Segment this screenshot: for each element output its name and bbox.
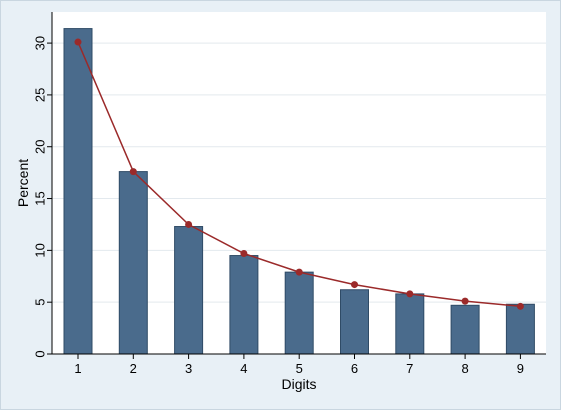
x-axis-title: Digits [281,376,316,392]
x-tick-label: 9 [517,361,524,376]
x-tick-label: 3 [185,361,192,376]
bar [340,289,369,355]
y-tick-label: 20 [33,139,48,153]
x-tick-label: 1 [74,361,81,376]
y-axis-title: Percent [15,159,31,207]
bar [284,271,314,355]
bar [229,255,259,355]
line-point [406,290,414,298]
line-point [351,281,358,289]
bar-series [63,28,535,355]
x-ticks: 1 2 3 4 5 6 7 8 9 [74,354,524,376]
line-point [185,220,193,228]
y-tick-label: 5 [33,299,48,306]
line-point [516,302,524,310]
y-tick-label: 30 [33,36,48,50]
bar [450,304,480,355]
bar [505,303,535,355]
y-tick-label: 10 [33,243,48,257]
x-tick-label: 4 [240,361,247,376]
line-point [129,168,137,176]
bar [174,226,204,355]
x-tick-label: 2 [130,361,137,376]
line-point [240,249,248,257]
line-points [74,38,524,310]
line-point [295,268,303,276]
line-point [74,38,82,46]
y-tick-label: 15 [33,191,48,205]
y-tick-label: 0 [33,350,48,357]
line-point [461,297,469,305]
y-tick-label: 25 [33,88,48,102]
y-ticks: 0 5 10 15 20 25 30 [33,36,52,358]
x-tick-label: 5 [296,361,303,376]
x-tick-label: 8 [461,361,468,376]
bar [395,293,425,355]
x-tick-label: 7 [406,361,413,376]
x-tick-label: 6 [351,361,358,376]
bar [63,28,93,355]
bar [118,171,148,355]
